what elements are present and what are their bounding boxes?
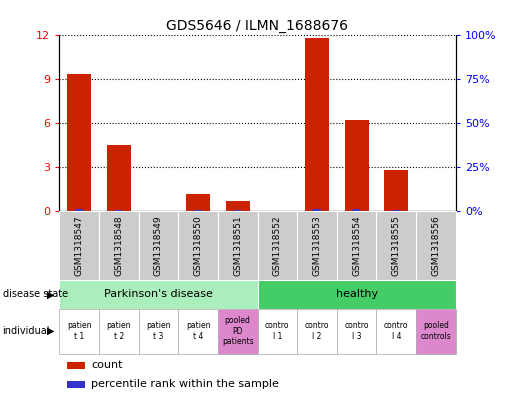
Text: pooled
controls: pooled controls (421, 321, 451, 341)
Bar (139, 309, 178, 354)
Bar (258, 280, 456, 309)
Text: patien
t 4: patien t 4 (186, 321, 210, 341)
Bar (337, 211, 376, 280)
Bar (178, 211, 218, 280)
Bar (297, 309, 337, 354)
Text: GSM1318554: GSM1318554 (352, 215, 361, 276)
Text: disease state: disease state (3, 289, 67, 299)
Bar (416, 309, 456, 354)
Bar (107, 145, 131, 211)
Bar (314, 209, 320, 211)
Text: contro
l 2: contro l 2 (305, 321, 329, 341)
Bar (186, 194, 210, 211)
Text: GSM1318555: GSM1318555 (392, 215, 401, 276)
Bar (76, 209, 82, 211)
Text: patien
t 2: patien t 2 (107, 321, 131, 341)
Bar (258, 309, 297, 354)
Text: patien
t 1: patien t 1 (67, 321, 91, 341)
Bar (376, 211, 416, 280)
Bar (139, 211, 178, 280)
Bar (67, 73, 91, 211)
Text: ▶: ▶ (46, 326, 54, 336)
Text: ▶: ▶ (46, 289, 54, 299)
Text: GSM1318553: GSM1318553 (313, 215, 321, 276)
Text: percentile rank within the sample: percentile rank within the sample (91, 379, 279, 389)
Bar (59, 280, 258, 309)
Bar (337, 309, 376, 354)
Bar (178, 309, 218, 354)
Bar (376, 309, 416, 354)
Bar (99, 211, 139, 280)
Text: Parkinson's disease: Parkinson's disease (104, 289, 213, 299)
Text: individual: individual (3, 326, 50, 336)
Bar (258, 211, 297, 280)
Text: healthy: healthy (336, 289, 377, 299)
Text: GSM1318547: GSM1318547 (75, 215, 83, 276)
Bar (226, 201, 250, 211)
Bar (67, 381, 85, 388)
Bar (297, 211, 337, 280)
Text: contro
l 4: contro l 4 (384, 321, 408, 341)
Bar (234, 209, 241, 211)
Bar (353, 209, 360, 211)
Text: GSM1318548: GSM1318548 (114, 215, 123, 276)
Bar (218, 309, 258, 354)
Bar (195, 210, 201, 211)
Text: count: count (91, 360, 123, 371)
Text: pooled
PD
patients: pooled PD patients (222, 316, 253, 346)
Bar (67, 362, 85, 369)
Text: GSM1318552: GSM1318552 (273, 215, 282, 276)
Bar (393, 210, 400, 211)
Bar (99, 309, 139, 354)
Text: contro
l 3: contro l 3 (345, 321, 369, 341)
Bar (384, 170, 408, 211)
Text: patien
t 3: patien t 3 (146, 321, 170, 341)
Bar (59, 211, 99, 280)
Bar (218, 211, 258, 280)
Bar (416, 211, 456, 280)
Bar (115, 210, 122, 211)
Bar (59, 309, 99, 354)
Bar (305, 38, 329, 211)
Title: GDS5646 / ILMN_1688676: GDS5646 / ILMN_1688676 (166, 19, 349, 33)
Bar (345, 121, 369, 211)
Text: GSM1318550: GSM1318550 (194, 215, 202, 276)
Text: GSM1318551: GSM1318551 (233, 215, 242, 276)
Text: contro
l 1: contro l 1 (265, 321, 289, 341)
Text: GSM1318549: GSM1318549 (154, 215, 163, 276)
Text: GSM1318556: GSM1318556 (432, 215, 440, 276)
